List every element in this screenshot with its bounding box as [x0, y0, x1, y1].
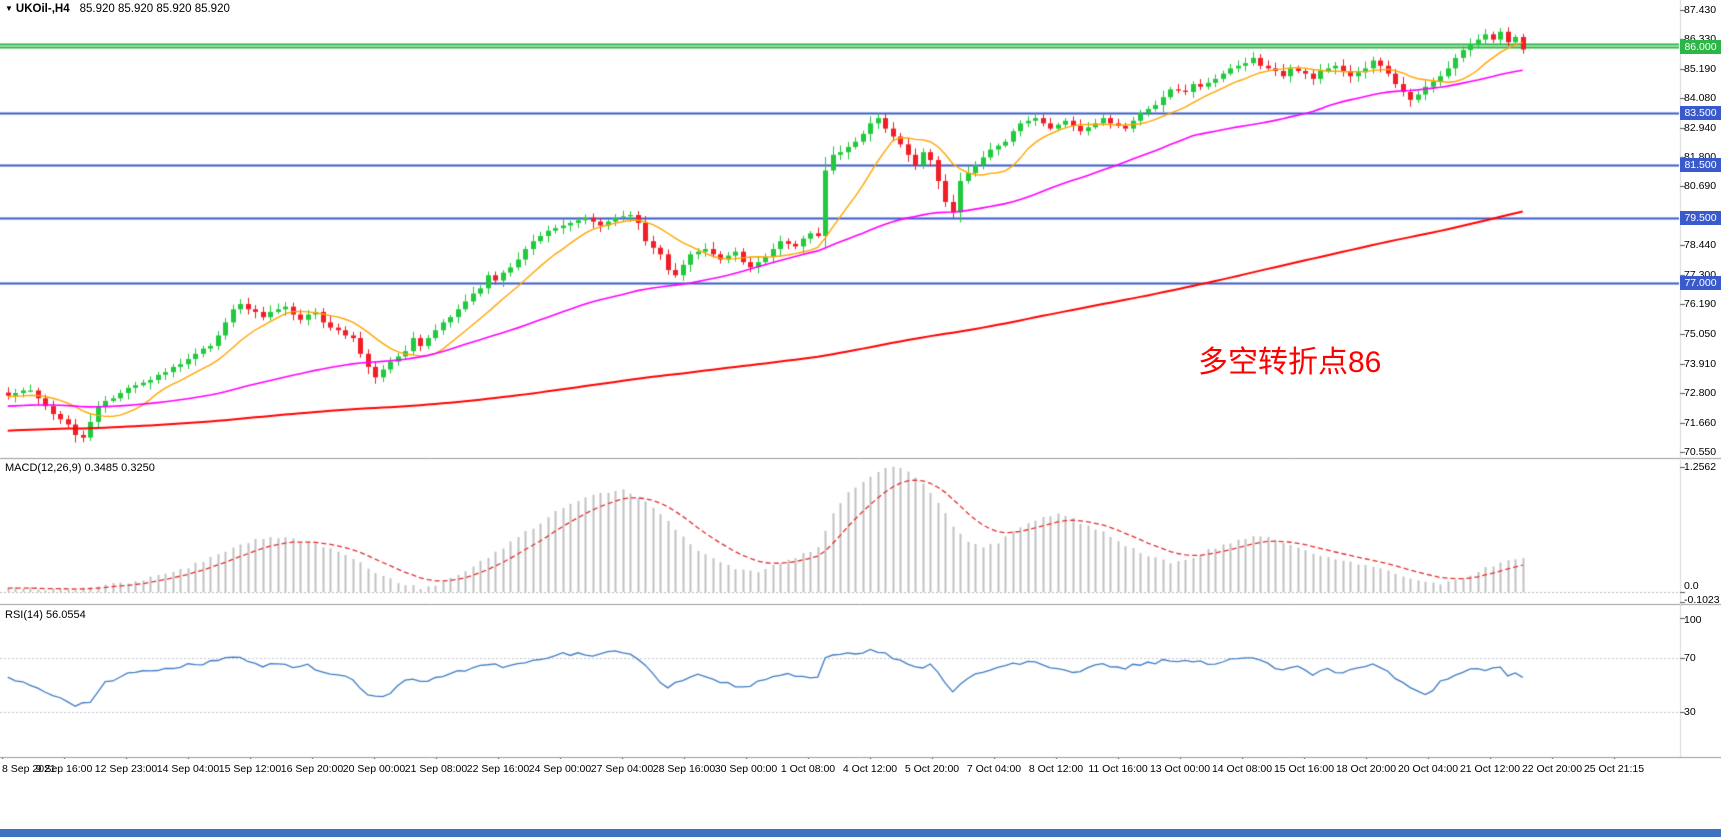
macd-axis-label: -0.1023: [1684, 594, 1720, 606]
rsi-axis-label: 70: [1684, 652, 1696, 664]
time-axis-label: 21 Sep 08:00: [404, 763, 468, 775]
rsi-indicator-label: RSI(14) 56.0554: [5, 609, 86, 621]
time-axis-label: 22 Oct 20:00: [1521, 763, 1583, 775]
time-axis-label: 20 Sep 00:00: [342, 763, 406, 775]
macd-indicator-label: MACD(12,26,9) 0.3485 0.3250: [5, 462, 155, 474]
time-axis-label: 12 Sep 23:00: [94, 763, 158, 775]
price-tag-86.000: 86.000: [1680, 40, 1721, 55]
macd-axis-label: 1.2562: [1684, 461, 1717, 473]
rsi-axis-label: 100: [1684, 614, 1702, 626]
price-tick-label: 80.690: [1684, 180, 1717, 193]
macd-axis-label: 0.0: [1684, 580, 1699, 592]
price-tick-label: 70.550: [1684, 446, 1717, 458]
price-tick-label: 87.430: [1684, 4, 1717, 16]
time-axis-label: 15 Sep 12:00: [218, 763, 282, 775]
price-tag-83.500: 83.500: [1680, 105, 1721, 120]
price-tick-label: 75.050: [1684, 328, 1717, 341]
time-axis-label: 15 Oct 16:00: [1273, 763, 1335, 775]
price-tick-label: 85.190: [1684, 62, 1717, 75]
ohlc-quotes: 85.920 85.920 85.920 85.920: [79, 3, 230, 15]
rsi-axis-label: 30: [1684, 706, 1696, 718]
chart-annotation[interactable]: 多空转折点86: [1198, 346, 1382, 379]
price-tick-label: 82.940: [1684, 121, 1717, 134]
symbol-title: ▼ UKOil-,H4 85.920 85.920 85.920 85.920: [5, 3, 230, 15]
time-axis-label: 20 Oct 04:00: [1397, 763, 1459, 775]
time-axis-label: 11 Oct 16:00: [1088, 763, 1148, 775]
time-axis-label: 16 Sep 20:00: [280, 763, 344, 775]
time-axis-label: 28 Sep 16:00: [652, 763, 716, 775]
time-axis[interactable]: 8 Sep 2021 9 Sep 16:00 12 Sep 23:00 14 Sep …: [0, 759, 1721, 829]
price-tick-label: 71.660: [1684, 416, 1717, 429]
horizontal-scrollbar[interactable]: [0, 829, 1721, 837]
price-tick-label: 78.440: [1684, 239, 1717, 252]
time-axis-label: 9 Sep 16:00: [35, 763, 93, 775]
price-tag-79.500: 79.500: [1680, 210, 1721, 225]
time-axis-label: 8 Oct 12:00: [1028, 763, 1084, 775]
price-tick-label: 84.080: [1684, 91, 1717, 104]
price-tick-label: 73.910: [1684, 358, 1717, 371]
price-tick-label: 76.190: [1684, 298, 1717, 311]
time-axis-label: 14 Sep 04:00: [156, 763, 220, 775]
time-axis-label: 14 Oct 08:00: [1211, 763, 1273, 775]
time-axis-label: 7 Oct 04:00: [966, 763, 1022, 775]
time-axis-label: 21 Oct 12:00: [1459, 763, 1521, 775]
time-axis-label: 30 Sep 00:00: [714, 763, 778, 775]
time-axis-label: 1 Oct 08:00: [780, 763, 836, 775]
time-axis-label: 4 Oct 12:00: [842, 763, 898, 775]
time-axis-label: 24 Sep 00:00: [528, 763, 592, 775]
one-click-trading-toggle[interactable]: ▼: [5, 4, 13, 14]
symbol-name: UKOil-,H4: [15, 3, 70, 15]
price-tick-label: 72.800: [1684, 387, 1717, 400]
price-tag-77.000: 77.000: [1680, 276, 1721, 291]
time-axis-label: 13 Oct 00:00: [1149, 763, 1211, 775]
time-axis-label: 5 Oct 20:00: [904, 763, 960, 775]
time-axis-label: 22 Sep 16:00: [466, 763, 530, 775]
time-axis-label: 25 Oct 21:15: [1583, 763, 1645, 775]
time-axis-label: 27 Sep 04:00: [590, 763, 654, 775]
time-axis-label: 8 Sep 2021: [2, 763, 56, 775]
price-tag-81.500: 81.500: [1680, 158, 1721, 173]
time-axis-label: 18 Oct 20:00: [1335, 763, 1397, 775]
